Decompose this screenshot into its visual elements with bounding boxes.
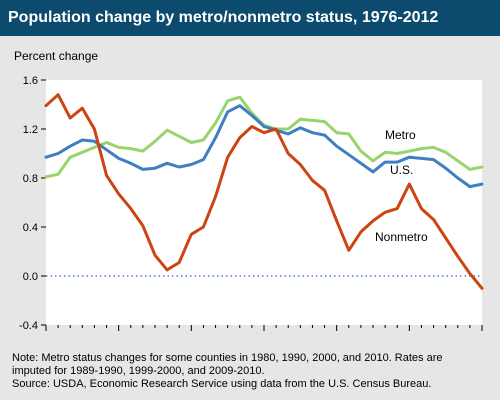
note-line-2: imputed for 1989-1990, 1999-2000, and 20… [12,365,265,377]
notes-block: Note: Metro status changes for some coun… [12,352,492,391]
y-tick-label: 1.2 [23,124,38,136]
y-tick-label: 1.6 [23,75,38,87]
y-tick-label: 0.0 [23,271,38,283]
series-label-metro: Metro [385,128,416,142]
x-tick-label: 2012 [470,335,494,336]
x-tick-label: 1988 [179,335,203,336]
x-tick-label: 1994 [252,335,276,336]
series-label-us: U.S. [390,163,413,177]
x-tick-label: 1976 [34,335,58,336]
note-line-1: Note: Metro status changes for some coun… [12,352,443,364]
y-tick-label: -0.4 [19,320,38,332]
x-tick-label: 1982 [106,335,130,336]
source-line: Source: USDA, Economic Research Service … [12,378,432,390]
series-label-nonmetro: Nonmetro [375,230,428,244]
x-tick-label: 2000 [324,335,348,336]
x-tick-label: 2006 [397,335,421,336]
series-line-nonmetro [44,93,484,290]
y-tick-label: 0.8 [23,173,38,185]
y-tick-label: 0.4 [23,222,38,234]
y-axis-label: Percent change [14,49,98,63]
series-line-us [44,104,484,189]
chart-title: Population change by metro/nonmetro stat… [0,0,500,36]
chart-svg: Percent change -0.4 0.0 0.4 0.8 1.2 1.6 1976 1… [14,49,494,336]
plot-area [46,80,482,325]
